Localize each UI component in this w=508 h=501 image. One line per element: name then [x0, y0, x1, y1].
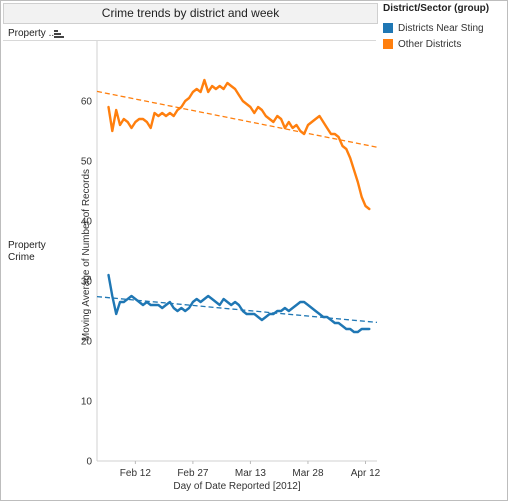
- x-axis-label: Day of Date Reported [2012]: [173, 481, 301, 492]
- y-tick-label: 30: [81, 277, 93, 288]
- x-tick-label: Feb 12: [120, 468, 152, 479]
- legend-swatch: [383, 23, 393, 33]
- legend-title: District/Sector (group): [383, 3, 490, 14]
- x-tick-labels: Feb 12 Feb 27 Mar 13 Mar 28 Apr 12: [120, 461, 381, 479]
- header-divider: [3, 40, 376, 41]
- color-legend: District/Sector (group) Districts Near S…: [383, 3, 505, 52]
- series-line[interactable]: [107, 78, 371, 211]
- y-tick-label: 0: [86, 457, 92, 468]
- x-tick-label: Feb 27: [177, 468, 209, 479]
- legend-item-districts-near-sting[interactable]: Districts Near Sting: [383, 20, 505, 36]
- legend-label: Districts Near Sting: [398, 22, 484, 34]
- x-tick-label: Apr 12: [351, 468, 381, 479]
- sheet-title: Crime trends by district and week: [3, 3, 378, 24]
- trend-lines: [96, 90, 378, 324]
- legend-label: Other Districts: [398, 38, 462, 50]
- x-tick-label: Mar 13: [235, 468, 267, 479]
- y-axis-label: Moving Average of Number of Records: [81, 169, 92, 341]
- y-tick-label: 20: [81, 337, 93, 348]
- y-tick-label: 60: [81, 97, 93, 108]
- sort-icon[interactable]: [54, 29, 64, 39]
- row-label: Property Crime: [8, 240, 46, 263]
- y-tick-label: 10: [81, 397, 93, 408]
- series-line[interactable]: [107, 273, 371, 334]
- y-tick-label: 50: [81, 157, 93, 168]
- series-lines: [107, 78, 371, 334]
- legend-item-other-districts[interactable]: Other Districts: [383, 36, 505, 52]
- legend-swatch: [383, 39, 393, 49]
- y-tick-label: 40: [81, 217, 93, 228]
- row-header-field[interactable]: Property ..: [8, 28, 55, 39]
- y-tick-labels: 0 10 20 30 40 50 60: [81, 97, 93, 468]
- x-tick-label: Mar 28: [292, 468, 324, 479]
